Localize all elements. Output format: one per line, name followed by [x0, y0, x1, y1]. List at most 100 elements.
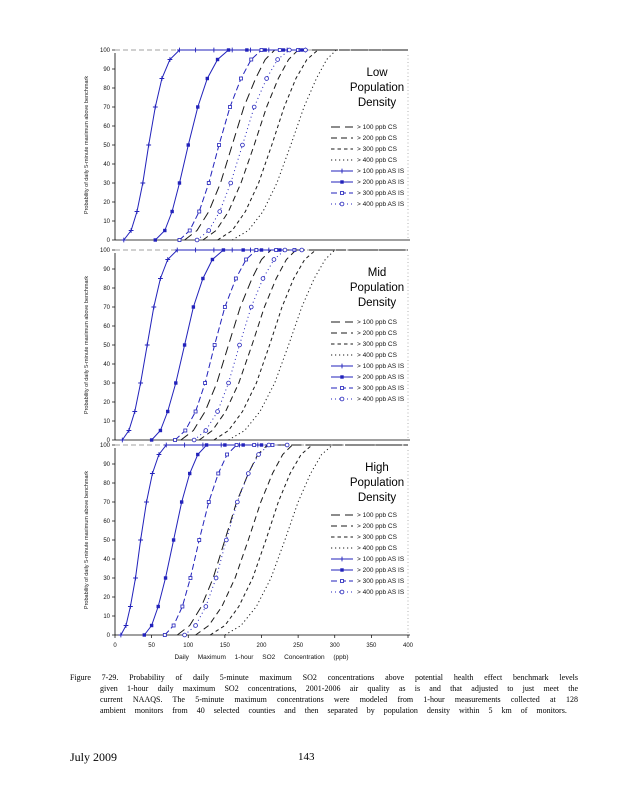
figure-svg: 0102030405060708090100LowPopulationDensi… [84, 47, 414, 661]
marker-plus [133, 575, 138, 581]
marker-open-square [277, 48, 282, 52]
marker-plus [119, 437, 125, 443]
y-tick-label: 70 [103, 305, 110, 311]
marker-filled-square [179, 500, 184, 504]
marker-open-square [217, 143, 221, 147]
series-markers [173, 248, 297, 442]
marker-filled-square [205, 76, 209, 81]
series-line [209, 444, 408, 636]
marker-open-square [274, 248, 279, 252]
marker-plus [128, 228, 134, 233]
marker-open-circle [256, 452, 261, 457]
series-markers [194, 47, 308, 243]
series-markers [191, 247, 305, 443]
marker-plus [126, 428, 132, 433]
marker-open-square [193, 409, 198, 414]
legend-label: > 200 ppb AS IS [357, 374, 405, 381]
panel-title: Population [350, 477, 404, 489]
marker-open-circle [282, 247, 288, 253]
marker-filled-square [201, 276, 205, 281]
y-tick-label: 80 [103, 286, 110, 292]
x-tick-label: 200 [256, 643, 267, 649]
panel-title: Population [350, 282, 404, 294]
marker-plus [339, 168, 345, 174]
marker-filled-square [259, 248, 264, 252]
panel-low: 0 10 20 30 40 50 60 70 80 90 100 Low Population Densi… [84, 47, 410, 244]
panel-title: Density [358, 97, 397, 109]
marker-open-square [162, 633, 167, 637]
x-tick-label: 350 [366, 643, 377, 649]
panel-title: Density [358, 297, 397, 309]
series-line [217, 49, 408, 241]
x-tick-label: 50 [148, 643, 155, 649]
marker-open-circle [191, 437, 197, 443]
series-line [202, 49, 408, 241]
marker-plus [163, 442, 169, 448]
y-tick-label: 60 [103, 124, 110, 130]
y-axis-label: Probability of daily 5-minute maximum ab… [84, 471, 90, 609]
series-line [213, 249, 408, 441]
marker-open-circle [251, 104, 257, 110]
series-line [184, 444, 288, 636]
marker-open-circle [275, 57, 280, 62]
marker-filled-square [259, 443, 264, 447]
y-tick-label: 40 [103, 162, 110, 168]
marker-open-circle [206, 228, 212, 233]
marker-open-square [197, 538, 202, 542]
marker-filled-square [340, 568, 344, 572]
legend-label: > 100 ppb CS [357, 319, 398, 326]
marker-open-circle [224, 537, 229, 543]
marker-plus [167, 57, 173, 62]
marker-filled-square [153, 238, 157, 242]
y-tick-label: 0 [107, 238, 111, 244]
y-tick-label: 40 [103, 557, 110, 563]
series-markers [149, 248, 282, 442]
panel-title: Density [358, 492, 397, 504]
marker-open-square [340, 191, 344, 195]
y-tick-label: 10 [103, 614, 110, 620]
marker-plus [182, 442, 187, 448]
y-tick-label: 30 [103, 181, 110, 187]
marker-filled-square [149, 438, 154, 442]
series-line [151, 249, 280, 441]
y-tick-label: 50 [103, 343, 110, 349]
x-tick-label: 150 [220, 643, 231, 649]
marker-open-circle [271, 257, 277, 262]
panel-mid: 0 10 20 30 40 50 60 70 80 90 100 Mid Population Densi… [84, 247, 410, 444]
y-tick-label: 100 [100, 443, 111, 449]
marker-filled-square [170, 209, 174, 214]
marker-filled-square [278, 248, 282, 252]
marker-open-circle [193, 623, 198, 628]
marker-open-circle [260, 276, 266, 281]
y-tick-label: 0 [107, 438, 111, 444]
y-tick-label: 10 [103, 419, 110, 425]
y-tick-label: 30 [103, 576, 110, 582]
legend-label: > 100 ppb CS [357, 124, 398, 131]
y-tick-label: 70 [103, 500, 110, 506]
x-tick-label: 300 [330, 643, 341, 649]
series-markers [182, 442, 290, 638]
y-tick-label: 20 [103, 595, 110, 601]
y-tick-label: 90 [103, 462, 110, 468]
marker-plus [200, 442, 206, 448]
legend: > 100 ppb CS > 200 ppb CS > 300 ppb CS > 40… [331, 124, 405, 208]
marker-filled-square [188, 471, 192, 476]
panel-title: Low [366, 67, 388, 79]
marker-open-circle [228, 180, 234, 186]
y-tick-label: 10 [103, 219, 110, 225]
x-tick-label: 0 [113, 643, 117, 649]
marker-open-square [177, 238, 182, 242]
y-tick-label: 60 [103, 324, 110, 330]
legend-label: > 100 ppb AS IS [357, 363, 405, 370]
series-line [184, 49, 408, 241]
marker-open-square [340, 579, 344, 583]
marker-filled-square [340, 180, 344, 184]
y-tick-label: 90 [103, 267, 110, 273]
marker-open-square [206, 500, 211, 504]
marker-filled-square [196, 105, 200, 109]
legend-label: > 300 ppb AS IS [357, 190, 405, 197]
marker-plus [146, 142, 152, 148]
marker-filled-square [158, 428, 163, 433]
panel-title: Mid [368, 267, 387, 279]
marker-filled-square [300, 48, 304, 52]
